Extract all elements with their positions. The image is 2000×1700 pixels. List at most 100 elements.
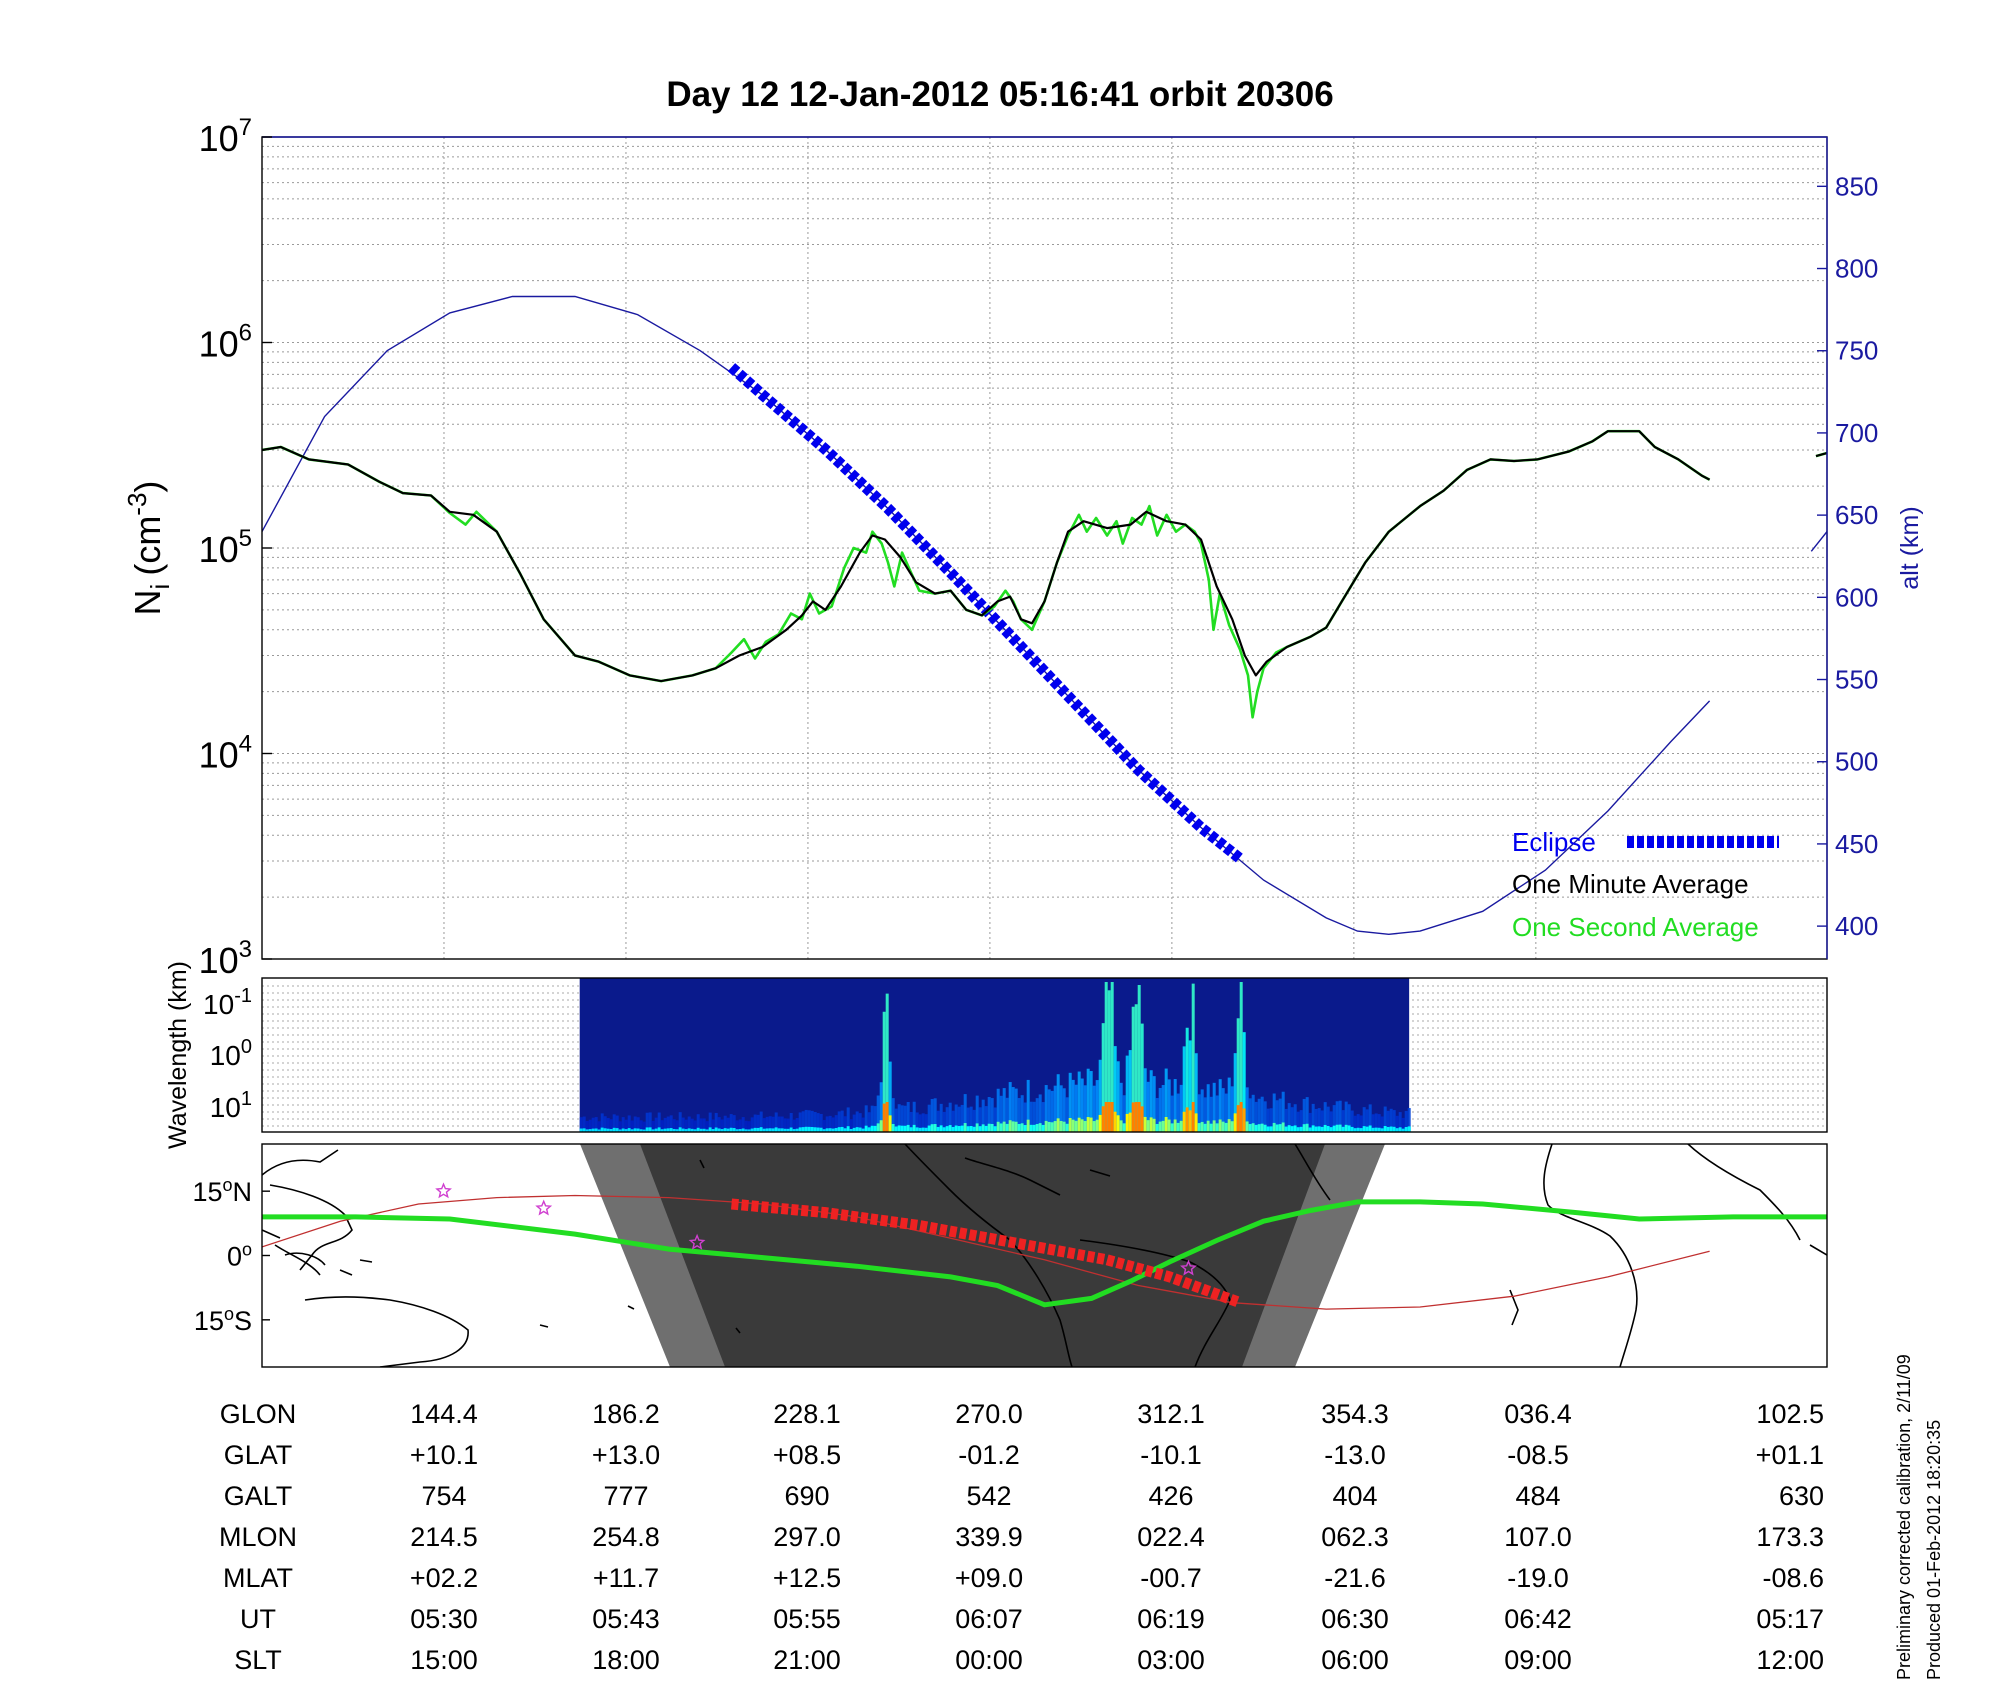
spectrogram-low-band	[798, 1127, 802, 1132]
spectrogram-low-band	[1221, 1121, 1225, 1132]
spectrogram-low-band	[969, 1126, 973, 1132]
spectrogram-low-band	[1302, 1124, 1306, 1132]
spectrogram-low-band	[1029, 1124, 1033, 1132]
spectrogram-low-band	[1383, 1125, 1387, 1132]
spectrogram-column	[864, 1105, 868, 1132]
altitude-tick-label: 750	[1835, 336, 1878, 366]
spectrogram-low-band	[1317, 1126, 1321, 1132]
legend-eclipse: Eclipse	[1512, 827, 1596, 857]
spectrogram-column	[1395, 1115, 1399, 1132]
spectrogram-low-band	[1275, 1124, 1279, 1132]
spectrogram-column	[846, 1107, 850, 1132]
spectrogram-low-band	[582, 1128, 586, 1132]
spectrogram-column	[954, 1104, 958, 1132]
spectrogram-column	[741, 1117, 745, 1132]
table-cell: 254.8	[592, 1522, 660, 1552]
spectrogram-low-band	[588, 1129, 592, 1132]
table-cell: 062.3	[1321, 1522, 1389, 1552]
spectrogram-column	[1245, 1087, 1249, 1132]
table-cell: 00:00	[955, 1645, 1023, 1675]
spectrogram-low-band	[1350, 1126, 1354, 1132]
table-cell: 06:42	[1504, 1604, 1572, 1634]
spectrogram-low-band	[921, 1127, 925, 1132]
spectrogram-low-band	[783, 1128, 787, 1132]
spectrogram-column	[582, 1116, 586, 1132]
spectrogram-column	[1338, 1100, 1342, 1132]
y-tick-exp: 3	[239, 936, 252, 963]
spectrogram-column	[1203, 1097, 1207, 1132]
spectrogram-low-band	[846, 1126, 850, 1132]
spectrogram-column	[1050, 1090, 1054, 1132]
spectrogram-column	[1353, 1115, 1357, 1132]
spectrogram-frame	[261, 977, 1828, 1133]
coastline-arabia-india	[1687, 1144, 1827, 1256]
latitude-hemisphere: S	[234, 1306, 252, 1336]
spectrogram-column	[1389, 1108, 1393, 1132]
latitude-tick-label: 0o	[227, 1240, 252, 1272]
spectrogram-low-band	[1359, 1128, 1363, 1132]
spectrogram-column	[1113, 1046, 1117, 1132]
spectrogram-column	[1302, 1098, 1306, 1132]
ephemeris-table: GLON 144.4 186.2 228.1 270.0 312.1 354.3 036.4 1…	[219, 1399, 1824, 1675]
spectrogram-low-band	[1077, 1117, 1081, 1132]
spectrogram-low-band	[1203, 1123, 1207, 1132]
spectrogram-column	[660, 1120, 664, 1132]
spectrogram-column	[945, 1107, 949, 1132]
spectrogram-column	[1356, 1114, 1360, 1132]
spectrogram-low-band	[927, 1125, 931, 1132]
spectrogram-low-band	[1398, 1127, 1402, 1132]
spectrogram-column	[1368, 1104, 1372, 1132]
spectrogram-column	[663, 1117, 667, 1132]
spectrogram-column	[870, 1105, 874, 1132]
spectrogram-column	[795, 1118, 799, 1132]
spectrogram-column	[903, 1105, 907, 1132]
spectrogram-column	[1380, 1116, 1384, 1132]
spectrogram-low-band	[1137, 1102, 1141, 1132]
table-cell: 144.4	[410, 1399, 478, 1429]
spectrogram-column	[1191, 983, 1195, 1132]
spectrogram-low-band	[1404, 1127, 1408, 1132]
latitude-degrees: 15	[194, 1306, 224, 1336]
spectrogram-low-band	[1044, 1120, 1048, 1132]
spectrogram-column	[1092, 1085, 1096, 1132]
latitude-tick-label: 15oS	[194, 1304, 252, 1336]
spectrogram-column	[1332, 1105, 1336, 1132]
spectrogram-low-band	[993, 1126, 997, 1132]
spectrogram-column	[1035, 1098, 1039, 1132]
spectrogram-column	[735, 1120, 739, 1132]
spectrogram-column	[867, 1112, 871, 1132]
spectrogram-column	[1131, 1006, 1135, 1132]
altitude-tick-label: 550	[1835, 665, 1878, 695]
spectrogram-column	[1260, 1096, 1264, 1132]
spectrogram-column	[1143, 1068, 1147, 1132]
spectrogram-low-band	[885, 1102, 889, 1132]
spectrogram-low-band	[1050, 1122, 1054, 1132]
spectrogram-low-band	[978, 1126, 982, 1132]
ion-density-grid	[262, 137, 1827, 959]
table-cell: 214.5	[410, 1522, 478, 1552]
altitude-ticks: 400 450 500 550 600 650 700 750 800 850	[1817, 171, 1878, 941]
spectrogram-column	[789, 1113, 793, 1132]
spectrogram-column	[879, 1082, 883, 1132]
table-cell: 107.0	[1504, 1522, 1572, 1552]
spectrogram-low-band	[1209, 1123, 1213, 1132]
altitude-tick-label: 600	[1835, 582, 1878, 612]
spectrogram-column	[1296, 1111, 1300, 1132]
spectrogram-column	[750, 1117, 754, 1132]
spectrogram-column	[894, 1108, 898, 1132]
spectrogram-column	[579, 1117, 583, 1132]
spectrogram-column	[1134, 1004, 1138, 1132]
y-label-main: N	[127, 589, 168, 615]
spectrogram-column	[978, 1107, 982, 1132]
spectrogram-column	[1254, 1101, 1258, 1132]
spectrogram-column	[1365, 1109, 1369, 1132]
spectrogram-low-band	[1245, 1121, 1249, 1132]
spectrogram-column	[699, 1118, 703, 1132]
y-label-sub: i	[145, 584, 175, 590]
spectrogram-low-band	[1023, 1125, 1027, 1132]
spectrogram-low-band	[954, 1125, 958, 1132]
spectrogram-column	[1122, 1095, 1126, 1132]
spectrogram-column	[1179, 1084, 1183, 1132]
spectrogram-low-band	[840, 1126, 844, 1132]
